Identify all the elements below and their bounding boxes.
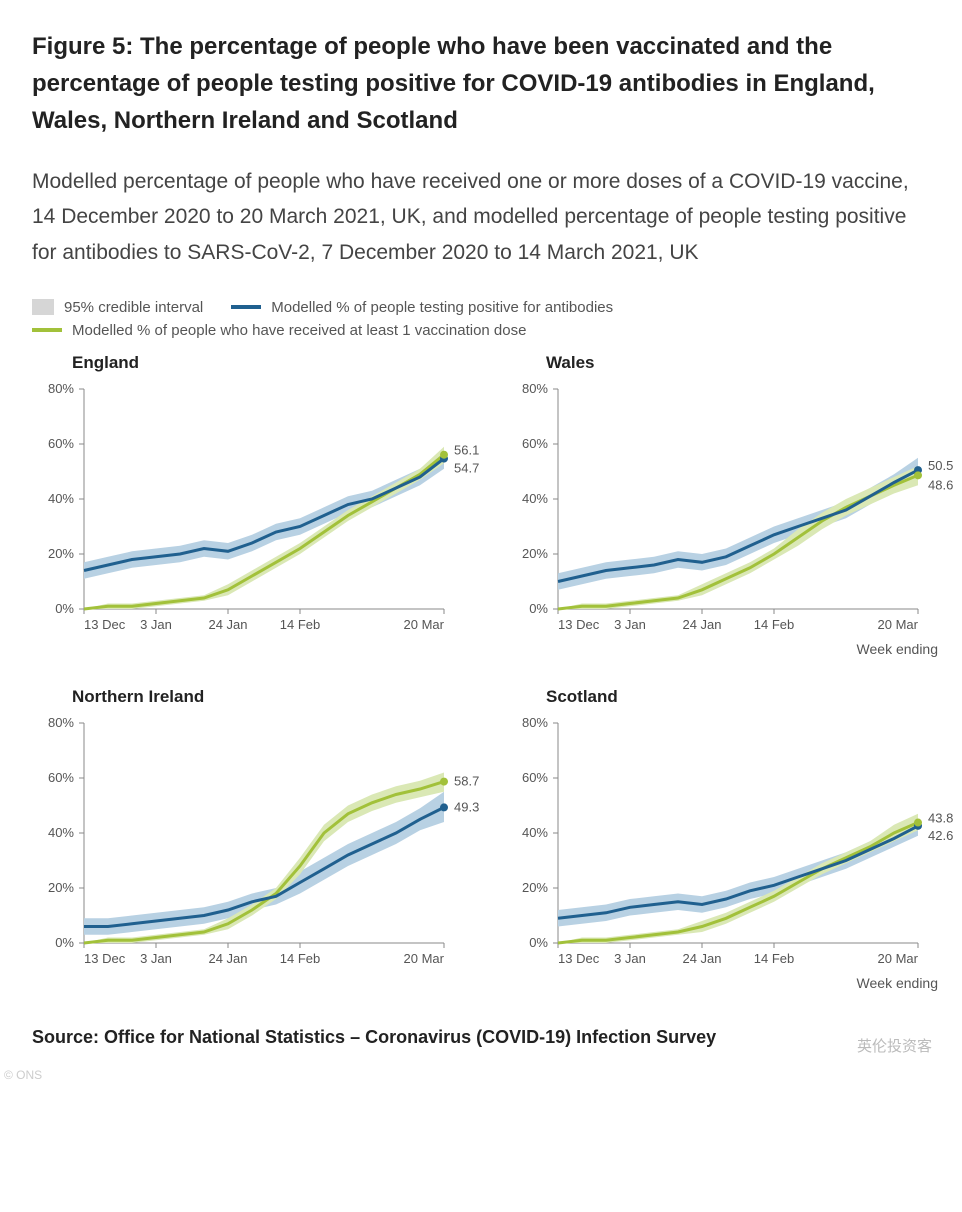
vaccination-end-label: 43.8: [928, 810, 953, 825]
vaccination-band: [558, 466, 918, 609]
y-tick-label: 80%: [48, 381, 74, 396]
figure-subtitle: Modelled percentage of people who have r…: [32, 164, 930, 271]
x-tick-label: 24 Jan: [208, 617, 247, 632]
vaccination-line: [558, 822, 918, 943]
chart-cell: Wales 0% 20% 40% 60% 80% 13 Dec 3 Jan 24 Jan 14 F…: [506, 353, 962, 657]
chart-title: England: [72, 353, 488, 373]
y-tick-label: 60%: [48, 436, 74, 451]
vaccination-end-dot: [440, 450, 448, 458]
antibodies-end-dot: [440, 803, 448, 811]
chart-title: Scotland: [546, 687, 962, 707]
x-tick-label: 14 Feb: [754, 951, 794, 966]
chart-svg: 0% 20% 40% 60% 80% 13 Dec 3 Jan 24 Jan 14 Feb 20 …: [506, 715, 962, 973]
y-tick-label: 60%: [48, 770, 74, 785]
x-tick-label: 24 Jan: [682, 951, 721, 966]
x-tick-label: 14 Feb: [280, 951, 320, 966]
x-tick-label: 24 Jan: [208, 951, 247, 966]
legend: 95% credible interval Modelled % of peop…: [32, 299, 930, 339]
x-tick-label: 3 Jan: [140, 951, 172, 966]
vaccination-end-label: 58.7: [454, 773, 479, 788]
x-tick-label: 24 Jan: [682, 617, 721, 632]
antibodies-band: [84, 791, 444, 934]
vaccination-end-dot: [914, 818, 922, 826]
x-tick-label: 13 Dec: [84, 617, 126, 632]
legend-vaccination: Modelled % of people who have received a…: [32, 322, 930, 339]
chart-grid: England 0% 20% 40% 60% 80% 13 Dec 3 Jan 24 Jan 14…: [32, 353, 930, 991]
y-tick-label: 20%: [522, 546, 548, 561]
x-tick-label: 20 Mar: [404, 951, 445, 966]
legend-antibodies-label: Modelled % of people testing positive fo…: [271, 299, 613, 316]
y-tick-label: 0%: [529, 935, 548, 950]
antibodies-end-label: 54.7: [454, 460, 479, 475]
y-tick-label: 60%: [522, 436, 548, 451]
y-tick-label: 20%: [522, 880, 548, 895]
y-tick-label: 20%: [48, 546, 74, 561]
vaccination-end-label: 48.6: [928, 477, 953, 492]
chart-svg: 0% 20% 40% 60% 80% 13 Dec 3 Jan 24 Jan 14 Feb 20 …: [32, 715, 488, 973]
vaccination-band: [84, 446, 444, 608]
y-tick-label: 60%: [522, 770, 548, 785]
x-tick-label: 20 Mar: [404, 617, 445, 632]
y-tick-label: 80%: [522, 715, 548, 730]
x-tick-label: 13 Dec: [558, 951, 600, 966]
legend-interval-label: 95% credible interval: [64, 299, 203, 316]
x-axis-caption: Week ending: [506, 975, 962, 991]
y-tick-label: 40%: [48, 825, 74, 840]
chart-title: Wales: [546, 353, 962, 373]
chart-title: Northern Ireland: [72, 687, 488, 707]
chart-cell: Northern Ireland 0% 20% 40% 60% 80% 13 Dec 3 Ja…: [32, 687, 488, 991]
x-tick-label: 13 Dec: [84, 951, 126, 966]
y-tick-label: 20%: [48, 880, 74, 895]
x-tick-label: 20 Mar: [878, 951, 919, 966]
antibodies-end-label: 49.3: [454, 799, 479, 814]
legend-interval: 95% credible interval: [32, 299, 203, 316]
y-tick-label: 80%: [48, 715, 74, 730]
vaccination-band: [558, 813, 918, 942]
chart-cell: Scotland 0% 20% 40% 60% 80% 13 Dec 3 Jan 24 Jan 1…: [506, 687, 962, 991]
y-tick-label: 80%: [522, 381, 548, 396]
chart-cell: England 0% 20% 40% 60% 80% 13 Dec 3 Jan 24 Jan 14…: [32, 353, 488, 657]
x-tick-label: 14 Feb: [754, 617, 794, 632]
y-tick-label: 40%: [48, 491, 74, 506]
y-tick-label: 0%: [55, 935, 74, 950]
x-tick-label: 3 Jan: [614, 951, 646, 966]
legend-vaccination-label: Modelled % of people who have received a…: [72, 322, 526, 339]
legend-antibodies-swatch: [231, 305, 261, 309]
vaccination-end-dot: [914, 471, 922, 479]
x-tick-label: 3 Jan: [140, 617, 172, 632]
figure-title: Figure 5: The percentage of people who h…: [32, 28, 930, 140]
chart-svg: 0% 20% 40% 60% 80% 13 Dec 3 Jan 24 Jan 14 Feb 20 …: [506, 381, 962, 639]
vaccination-end-label: 56.1: [454, 442, 479, 457]
source-line: Source: Office for National Statistics –…: [32, 1027, 930, 1048]
watermark: 英伦投资客: [857, 1035, 932, 1056]
vaccination-end-dot: [440, 777, 448, 785]
y-tick-label: 0%: [55, 601, 74, 616]
legend-antibodies: Modelled % of people testing positive fo…: [231, 299, 613, 316]
legend-vaccination-swatch: [32, 328, 62, 332]
copyright: © ONS: [4, 1068, 42, 1082]
legend-interval-swatch: [32, 299, 54, 315]
y-tick-label: 0%: [529, 601, 548, 616]
chart-svg: 0% 20% 40% 60% 80% 13 Dec 3 Jan 24 Jan 14 Feb 20 …: [32, 381, 488, 639]
antibodies-end-label: 50.5: [928, 458, 953, 473]
x-tick-label: 20 Mar: [878, 617, 919, 632]
y-tick-label: 40%: [522, 491, 548, 506]
y-tick-label: 40%: [522, 825, 548, 840]
x-axis-caption: Week ending: [506, 641, 962, 657]
x-tick-label: 3 Jan: [614, 617, 646, 632]
x-tick-label: 13 Dec: [558, 617, 600, 632]
x-tick-label: 14 Feb: [280, 617, 320, 632]
antibodies-end-label: 42.6: [928, 827, 953, 842]
